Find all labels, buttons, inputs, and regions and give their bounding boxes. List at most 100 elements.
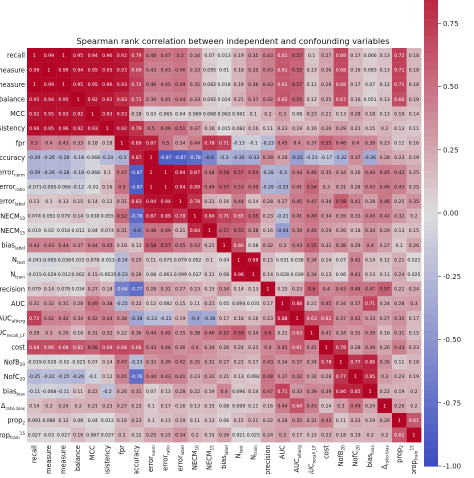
colorbar-segment [424, 406, 438, 416]
heatmap-cell-label: 0.23 [350, 418, 360, 424]
heatmap-cell-label: -0.87 [160, 155, 172, 161]
heatmap-cell-label: 0.11 [336, 418, 346, 424]
heatmap-cell-label: 0.11 [248, 403, 258, 409]
heatmap-cell [289, 135, 305, 151]
heatmap-cell-label: 0.66 [44, 345, 54, 351]
heatmap-cell-label: 0.53 [234, 184, 244, 190]
heatmap-cell-label: 0.015 [218, 126, 231, 132]
heatmap-cell-label: 0.08 [248, 243, 258, 249]
x-tick-label-recall: recall [30, 445, 38, 463]
heatmap-cell [56, 398, 71, 414]
heatmap-cell [41, 179, 57, 195]
heatmap-cell [173, 194, 188, 209]
heatmap-cell-label: 0.16 [307, 126, 317, 132]
heatmap-cell [143, 194, 159, 209]
heatmap-cell [41, 325, 57, 341]
heatmap-cell-label: 0.61 [409, 418, 419, 424]
heatmap-cell-label: 0.43 [336, 287, 346, 293]
heatmap-cell [362, 267, 378, 282]
heatmap-cell [100, 150, 115, 165]
heatmap-cell [100, 135, 115, 151]
heatmap-cell-label: 0.71 [277, 389, 287, 395]
heatmap-cell-label: 0.49 [161, 126, 171, 132]
heatmap-cell [304, 135, 320, 151]
heatmap-cell-label: 0.29 [58, 330, 68, 336]
heatmap-cell [289, 267, 305, 282]
colorbar-segment [424, 305, 438, 315]
heatmap-cell [56, 369, 71, 384]
heatmap-cell [304, 164, 320, 180]
heatmap-cell-label: 0.14 [409, 111, 419, 117]
heatmap-cell-label: 0.21 [234, 97, 244, 103]
heatmap-cell-label: 0.69 [336, 53, 346, 59]
heatmap-cell [246, 135, 261, 151]
heatmap-cell [70, 121, 86, 136]
heatmap-cell-label: 0.08 [219, 272, 229, 278]
heatmap-cell [362, 383, 378, 399]
heatmap-cell-label: 0.15 [277, 287, 287, 293]
colorbar-segment [424, 263, 438, 273]
heatmap-cell-label: 0.23 [263, 214, 273, 220]
heatmap-cell-label: 0.15 [365, 126, 375, 132]
heatmap-cell [260, 252, 276, 268]
heatmap-cell-label: 0.58 [336, 199, 346, 205]
heatmap-cell-label: 0.13 [204, 418, 214, 424]
heatmap-cell-label: 0.57 [292, 53, 302, 59]
heatmap-cell-label: -0.3 [220, 155, 229, 161]
heatmap-cell [27, 267, 42, 282]
heatmap-cell [173, 310, 188, 326]
heatmap-cell [158, 77, 174, 92]
heatmap-cell-label: 0.31 [307, 418, 317, 424]
heatmap-cell-label: 0.16 [409, 141, 419, 147]
heatmap-cell [231, 369, 247, 384]
heatmap-cell-label: 0.19 [234, 53, 244, 59]
heatmap-cell-label: -0.17 [320, 155, 332, 161]
heatmap-cell [187, 427, 203, 443]
heatmap-cell [100, 62, 115, 78]
heatmap-cell-label: 0.2 [191, 433, 198, 439]
heatmap-cell-label: -0.78 [189, 155, 201, 161]
heatmap-cell [333, 427, 349, 443]
heatmap-cell [158, 340, 174, 355]
y-tick-label-mcc: MCC [10, 110, 25, 118]
heatmap-cell-label: 0.44 [234, 199, 244, 205]
heatmap-cell [41, 398, 57, 414]
heatmap-cell-label: 0.13 [365, 272, 375, 278]
heatmap-cell [289, 48, 305, 63]
heatmap-cell [100, 179, 115, 195]
heatmap-cell [187, 91, 203, 107]
heatmap-cell-label: 0.59 [234, 330, 244, 336]
heatmap-cell [100, 340, 115, 355]
heatmap-cell-label: 0.22 [380, 389, 390, 395]
heatmap-cell-label: 0.57 [292, 82, 302, 88]
heatmap-cell [158, 281, 174, 297]
heatmap-cell [216, 223, 232, 238]
heatmap-cell [275, 208, 290, 224]
heatmap-cell-label: 1 [266, 287, 269, 293]
heatmap-cell [362, 340, 378, 355]
heatmap-cell [216, 296, 232, 311]
heatmap-cell-label: 0.35 [336, 214, 346, 220]
heatmap-cell [70, 354, 86, 370]
heatmap-cell [56, 427, 71, 443]
heatmap-cell-label: 0.46 [175, 68, 185, 74]
heatmap-cell-label: 0.3 [410, 301, 417, 307]
heatmap-cell-label: 0.55 [234, 228, 244, 234]
heatmap-cell [129, 150, 144, 165]
heatmap-cell-label: 0.31 [204, 360, 214, 366]
heatmap-cell [158, 91, 174, 107]
heatmap-cell-label: 1 [412, 433, 415, 439]
colorbar-segment [424, 331, 438, 341]
heatmap-cell [143, 106, 159, 122]
heatmap-cell [377, 427, 393, 443]
x-tick-label-necm-15: NECM15 [206, 445, 215, 470]
heatmap-cell [275, 135, 290, 151]
heatmap-cell-label: 0.78 [321, 360, 331, 366]
heatmap-cell [289, 383, 305, 399]
heatmap-cell [100, 413, 115, 428]
heatmap-cell-label: 0.17 [409, 316, 419, 322]
heatmap-cell-label: 0.012 [72, 228, 85, 234]
heatmap-cell-label: 0.94 [88, 53, 98, 59]
heatmap-cell [70, 369, 86, 384]
heatmap-cell [187, 252, 203, 268]
